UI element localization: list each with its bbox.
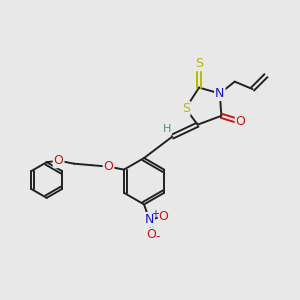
Text: O: O <box>54 154 64 167</box>
Text: N: N <box>145 213 154 226</box>
Text: O: O <box>103 160 113 173</box>
Text: -: - <box>155 230 160 243</box>
Text: S: S <box>182 102 190 115</box>
Text: O: O <box>236 115 246 128</box>
Text: O: O <box>159 210 169 223</box>
Text: +: + <box>151 209 159 220</box>
Text: H: H <box>163 124 171 134</box>
Text: S: S <box>195 57 203 70</box>
Text: O: O <box>146 228 156 241</box>
Text: N: N <box>215 87 224 100</box>
